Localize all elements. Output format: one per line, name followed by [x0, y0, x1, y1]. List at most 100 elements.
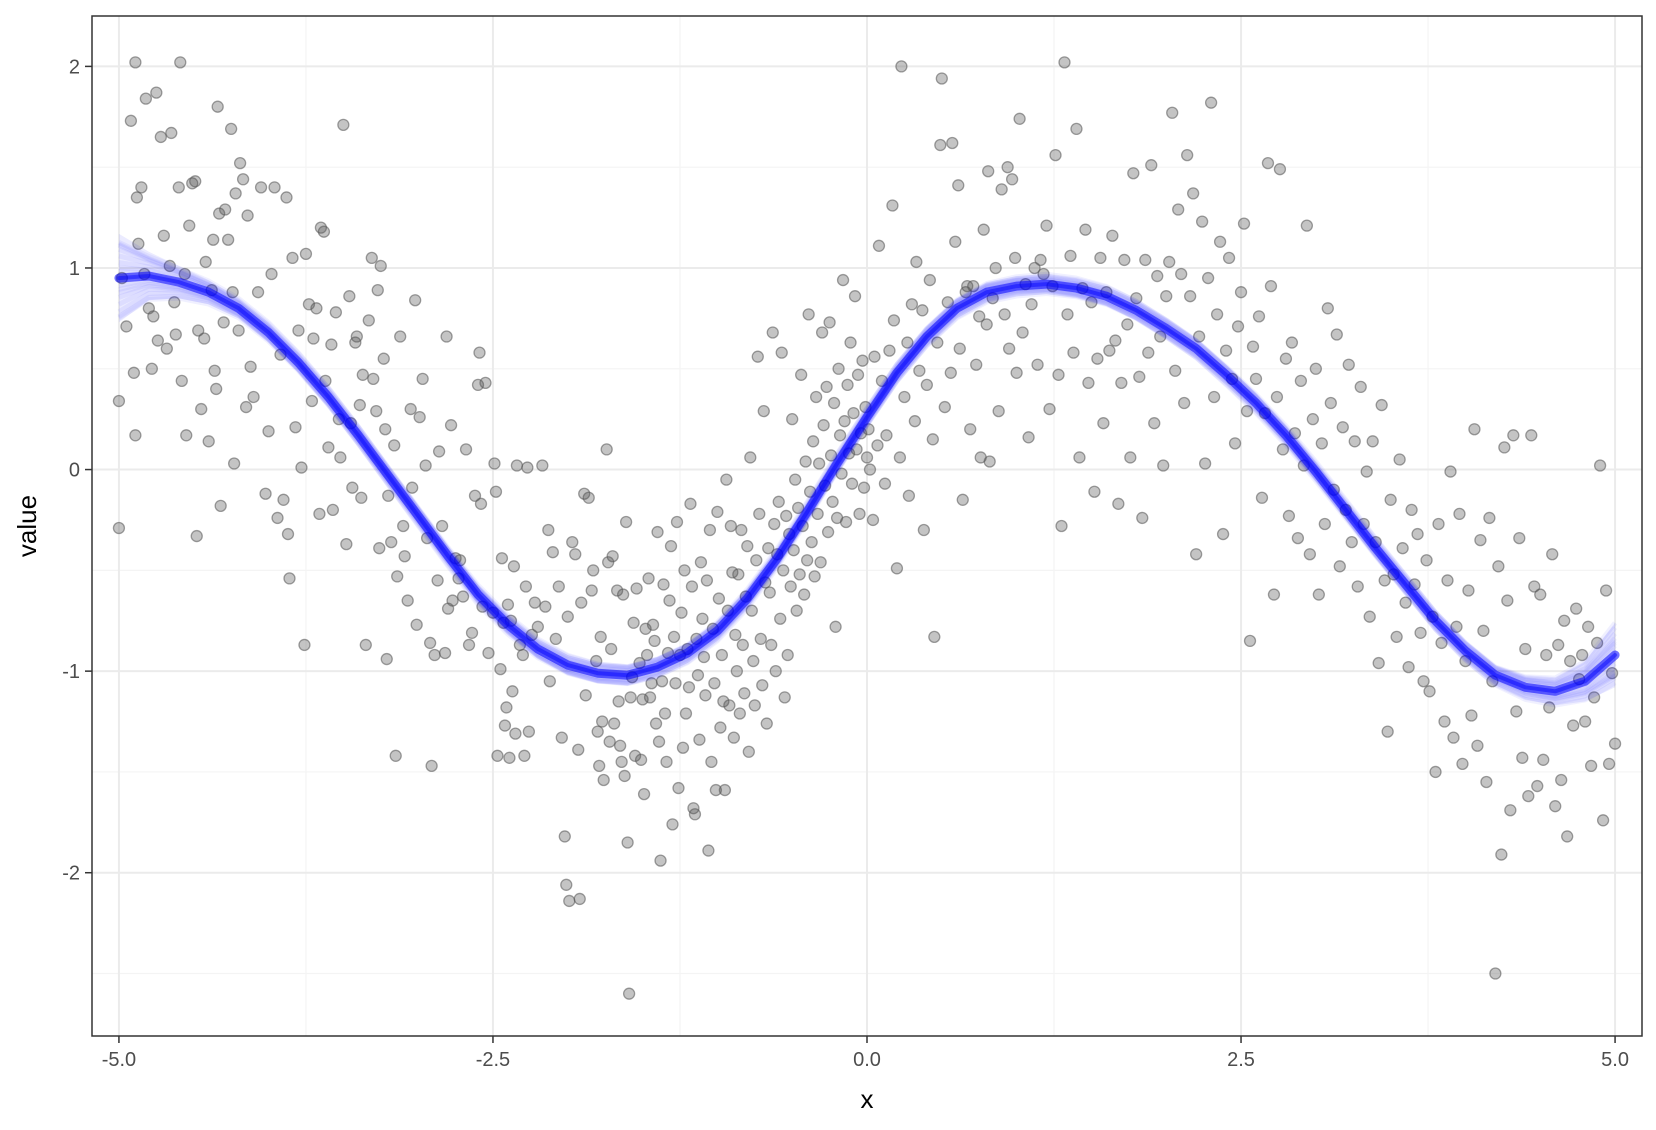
data-point: [1462, 584, 1475, 597]
data-point: [741, 540, 754, 553]
data-point: [1504, 804, 1517, 817]
data-point: [488, 457, 501, 470]
data-point: [847, 406, 860, 420]
data-point: [1456, 757, 1469, 771]
data-point: [977, 223, 990, 236]
data-point: [654, 854, 667, 867]
data-point: [634, 753, 648, 766]
data-point: [444, 419, 458, 432]
data-point: [563, 894, 576, 908]
data-point: [1037, 267, 1050, 281]
data-point: [1067, 346, 1080, 359]
data-point: [1201, 271, 1215, 285]
data-point: [1300, 219, 1314, 232]
data-point: [769, 664, 782, 678]
data-point: [1169, 364, 1182, 377]
data-point: [353, 398, 366, 412]
data-point: [189, 175, 202, 188]
data-point: [157, 229, 170, 242]
data-point: [809, 390, 823, 404]
data-point: [501, 598, 515, 611]
data-point: [821, 525, 835, 539]
data-point: [1079, 223, 1092, 236]
data-point: [1525, 429, 1538, 442]
data-point: [1231, 320, 1245, 333]
data-point: [857, 481, 871, 494]
data-point: [217, 316, 230, 329]
data-point: [1378, 574, 1391, 587]
data-point: [394, 330, 407, 343]
data-point: [1534, 588, 1547, 601]
data-point: [738, 687, 751, 700]
data-point: [618, 769, 631, 783]
data-point: [1581, 620, 1595, 633]
data-point: [751, 350, 764, 363]
data-point: [471, 378, 485, 392]
data-point: [482, 646, 495, 660]
data-point: [811, 507, 824, 521]
data-point: [685, 580, 699, 593]
data-point: [183, 219, 196, 232]
data-point: [697, 650, 711, 664]
data-point: [1157, 459, 1170, 472]
data-point: [419, 459, 432, 472]
data-point: [440, 330, 453, 343]
data-point: [305, 394, 319, 408]
data-point: [1366, 435, 1379, 448]
x-tick-label: 0.0: [853, 1049, 881, 1071]
data-point: [702, 844, 715, 857]
data-point: [1285, 336, 1299, 349]
data-point: [795, 368, 808, 381]
data-point: [1602, 757, 1616, 771]
data-point: [1249, 372, 1263, 385]
data-point: [750, 554, 763, 567]
data-point: [712, 592, 726, 605]
data-point: [621, 836, 634, 849]
y-tick-label: -1: [62, 661, 80, 683]
data-point: [428, 648, 441, 662]
data-point: [1561, 830, 1574, 843]
data-point: [299, 247, 313, 261]
data-point: [814, 556, 827, 569]
y-tick-label: 0: [69, 460, 80, 482]
data-point: [883, 344, 896, 357]
data-point: [1008, 251, 1022, 265]
data-point: [1187, 187, 1200, 200]
data-point: [1321, 302, 1334, 315]
data-point: [801, 554, 814, 567]
data-point: [410, 618, 423, 631]
data-point: [1190, 548, 1203, 561]
data-point: [949, 235, 962, 248]
data-point: [1354, 380, 1367, 394]
data-point: [509, 727, 522, 740]
data-point: [905, 298, 919, 311]
data-point: [198, 332, 211, 345]
data-point: [404, 402, 417, 416]
data-point: [832, 362, 845, 375]
data-point: [663, 594, 676, 607]
data-point: [1558, 614, 1571, 627]
y-axis: -2 -1 0 1 2: [62, 56, 92, 885]
data-point: [1540, 648, 1553, 662]
data-point: [560, 878, 573, 891]
data-point: [582, 491, 595, 504]
data-point: [652, 735, 666, 748]
data-point: [982, 165, 995, 178]
data-point: [646, 618, 660, 631]
data-point: [359, 638, 372, 652]
data-point: [1336, 421, 1349, 434]
data-point: [507, 560, 521, 573]
data-point: [742, 745, 755, 758]
data-point: [190, 529, 203, 543]
data-point: [1318, 517, 1331, 531]
data-point: [389, 749, 402, 762]
data-point: [1498, 441, 1511, 454]
data-point: [521, 461, 534, 474]
fit-line: [114, 271, 1620, 696]
data-point: [1570, 602, 1583, 615]
data-point: [1596, 814, 1610, 827]
data-point: [643, 691, 657, 704]
data-point: [1237, 217, 1251, 230]
data-point: [1513, 531, 1526, 545]
